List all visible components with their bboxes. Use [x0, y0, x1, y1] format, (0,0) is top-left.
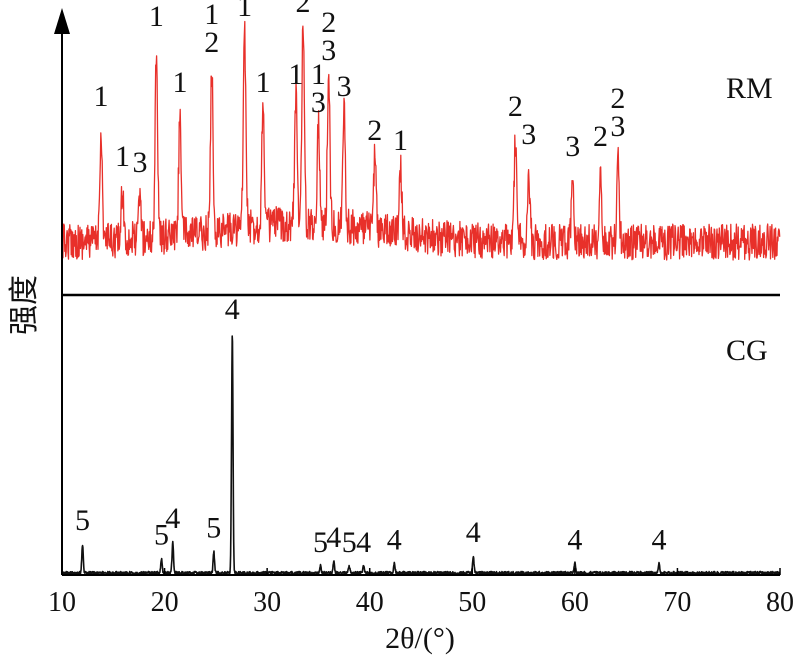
- x-tick-label-80: 80: [766, 587, 794, 618]
- series-label-cg: CG: [726, 334, 768, 367]
- peak-label-cg-10-0: 4: [466, 516, 481, 549]
- x-tick-label-30: 30: [253, 587, 281, 618]
- peak-label-rm-9-0: 2: [296, 0, 311, 19]
- peak-label-cg-7-0: 5: [342, 526, 357, 559]
- peak-label-cg-11-0: 4: [567, 523, 582, 556]
- peak-label-cg-8-0: 4: [356, 526, 371, 559]
- x-tick-label-20: 20: [151, 587, 179, 618]
- rm-trace: [61, 20, 781, 261]
- peak-label-cg-2-0: 4: [165, 502, 180, 535]
- peak-label-cg-3-0: 5: [206, 511, 221, 544]
- peak-label-rm-6-0: 1: [237, 0, 252, 23]
- peak-label-cg-5-0: 5: [313, 526, 328, 559]
- rm-pattern: [61, 20, 781, 261]
- x-tick-label-50: 50: [458, 587, 486, 618]
- peak-label-cg-9-0: 4: [387, 523, 402, 556]
- peak-label-rm-10-1: 1: [311, 58, 326, 91]
- peak-label-rm-1-0: 1: [115, 140, 130, 173]
- cg-pattern: [61, 335, 781, 576]
- peak-label-rm-2-0: 3: [133, 146, 148, 179]
- y-axis-title: 强度: [8, 275, 41, 335]
- peak-label-cg-12-0: 4: [652, 523, 667, 556]
- peak-label-rm-10-0: 3: [311, 86, 326, 119]
- peak-label-cg-1-0: 5: [154, 519, 169, 552]
- peak-label-rm-14-0: 1: [393, 124, 408, 157]
- peak-label-rm-17-0: 3: [565, 130, 580, 163]
- peak-label-rm-0-0: 1: [94, 80, 109, 113]
- peak-label-rm-19-0: 3: [610, 110, 625, 143]
- peak-label-rm-4-0: 1: [173, 66, 188, 99]
- peak-label-cg-4-0: 4: [225, 293, 240, 326]
- peak-label-rm-18-0: 2: [593, 120, 608, 153]
- peak-label-rm-3-0: 1: [149, 0, 164, 33]
- peak-label-rm-5-1: 1: [204, 0, 219, 31]
- cg-trace: [61, 335, 781, 576]
- peak-label-rm-15-0: 2: [508, 90, 523, 123]
- axes: 10 20 30 40 50 60 70 80: [48, 8, 794, 618]
- x-tick-label-40: 40: [356, 587, 384, 618]
- peak-label-cg-0-0: 5: [75, 504, 90, 537]
- series-label-rm: RM: [726, 72, 773, 105]
- peak-label-rm-7-0: 1: [256, 66, 271, 99]
- x-tick-label-60: 60: [561, 587, 589, 618]
- peak-label-rm-19-1: 2: [610, 82, 625, 115]
- x-axis-title: 2θ/(°): [385, 622, 455, 655]
- peak-label-rm-16-0: 3: [521, 118, 536, 151]
- peak-label-rm-13-0: 2: [367, 114, 382, 147]
- x-tick-label-70: 70: [663, 587, 691, 618]
- peak-label-rm-12-0: 3: [337, 70, 352, 103]
- peak-label-rm-8-0: 1: [288, 58, 303, 91]
- y-axis-arrow: [54, 8, 70, 34]
- peak-label-cg-6-0: 4: [326, 521, 341, 554]
- peak-label-rm-11-0: 3: [321, 34, 336, 67]
- peak-label-rm-11-1: 2: [321, 6, 336, 39]
- x-tick-label-10: 10: [48, 587, 76, 618]
- peak-label-rm-5-0: 2: [204, 26, 219, 59]
